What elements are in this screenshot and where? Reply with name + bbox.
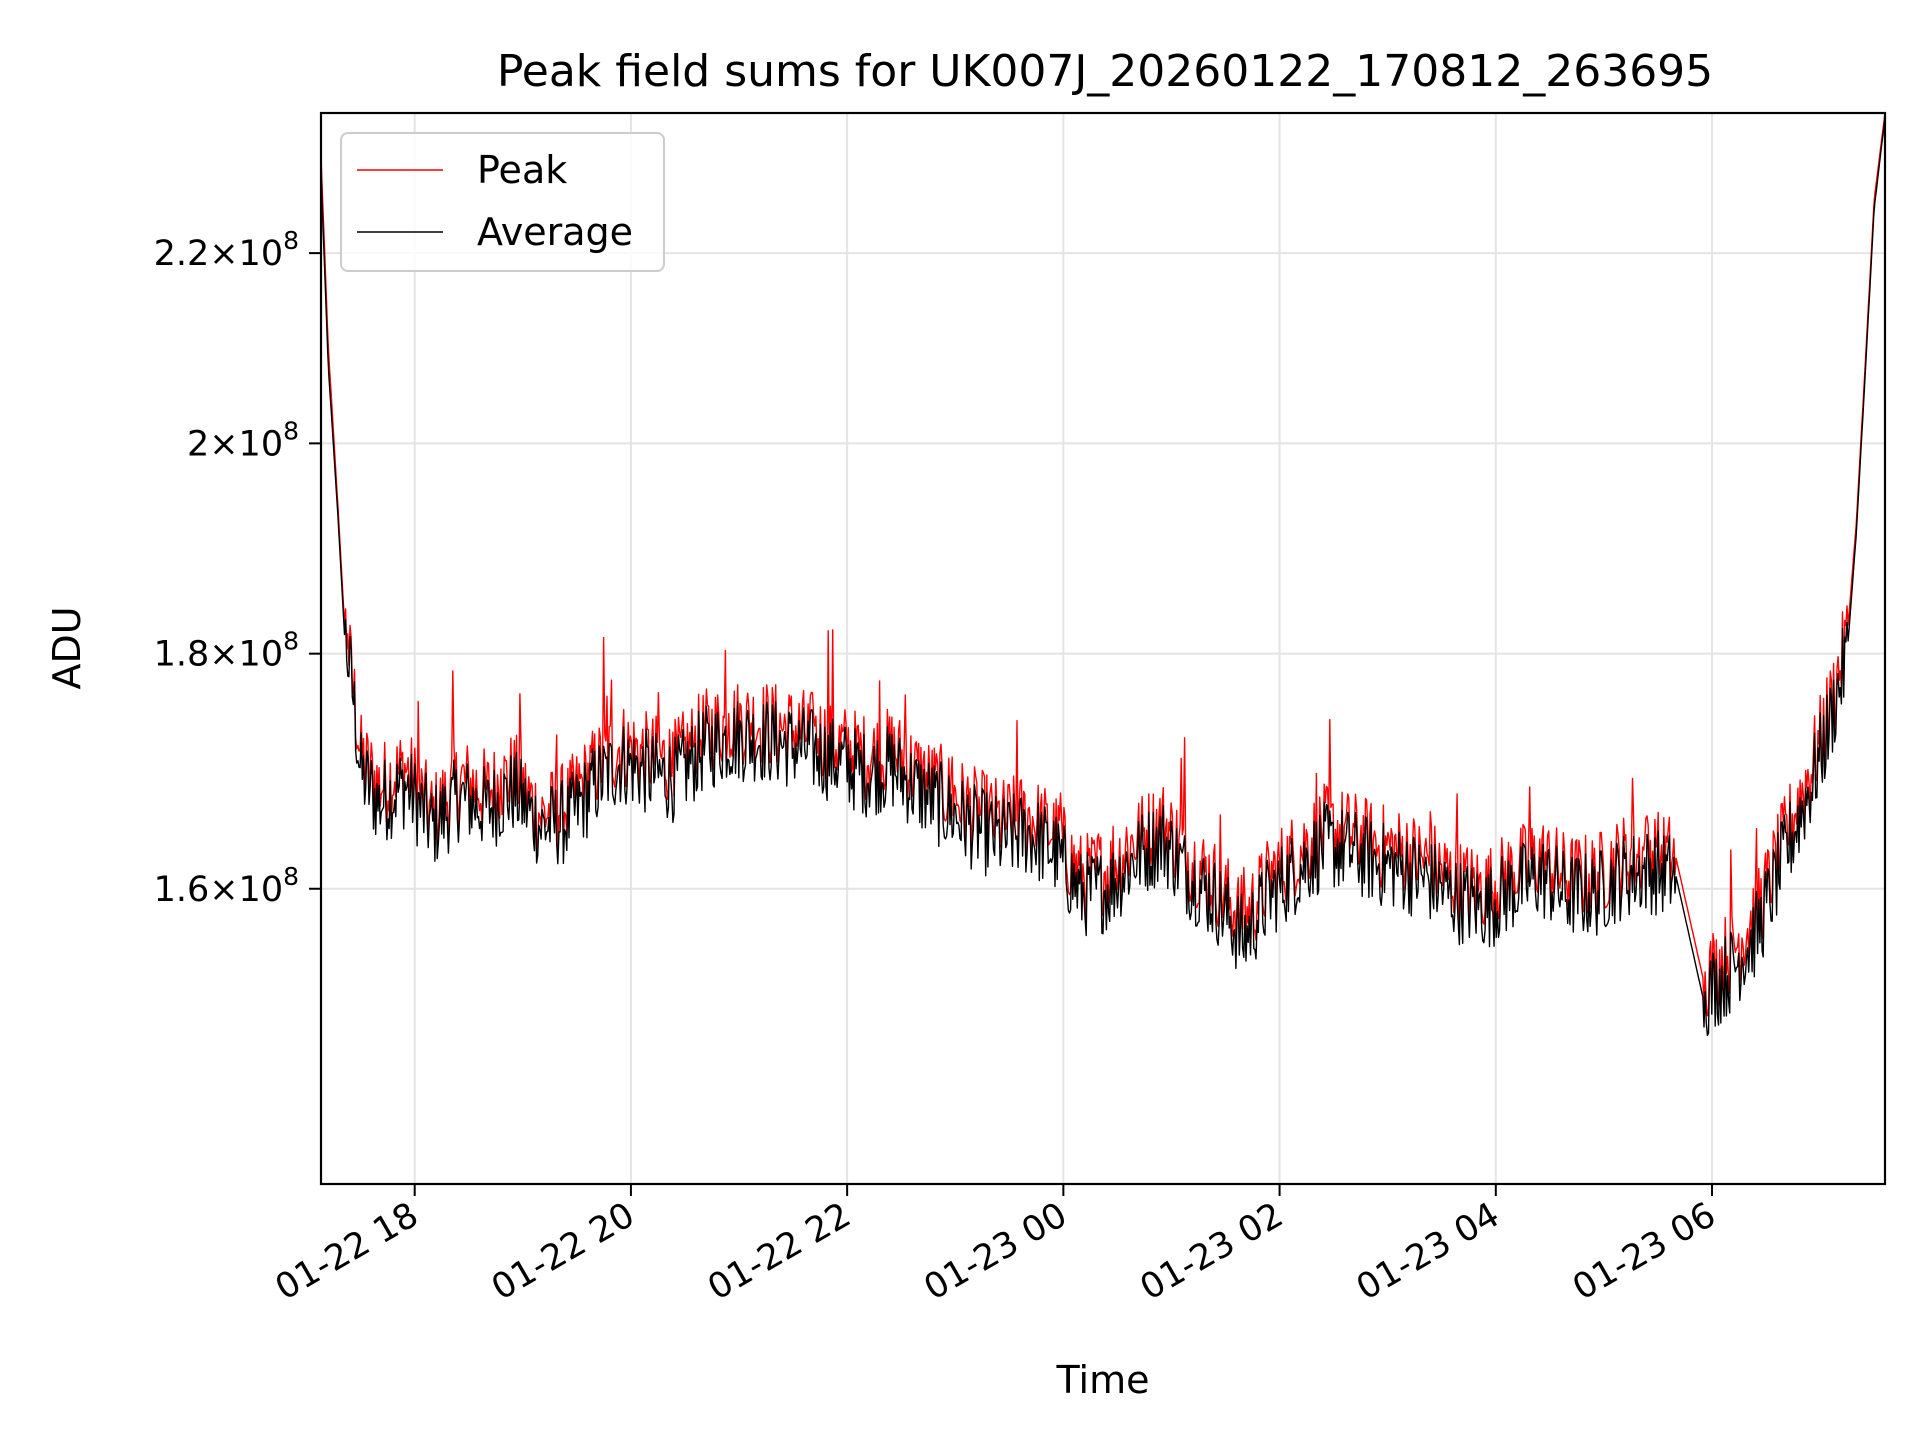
plot-frame [319, 111, 1887, 1186]
x-axis-label: Time [1056, 1358, 1150, 1402]
series-layer [321, 113, 1885, 1037]
legend-label-peak: Peak [477, 148, 567, 192]
y-tick-label-3: 2.2×108 [154, 226, 299, 274]
legend: Peak Average [340, 132, 665, 272]
y-tick-label-1: 1.8×108 [154, 627, 299, 675]
y-ticks: 1.6×108 1.8×108 2×108 2.2×108 [154, 226, 321, 910]
legend-label-average: Average [477, 210, 633, 254]
legend-box [340, 132, 665, 272]
y-tick-label-0: 1.6×108 [154, 862, 299, 910]
chart-title: Peak field sums for UK007J_20260122_1708… [497, 46, 1713, 97]
y-tick-label-2: 2×108 [187, 416, 299, 464]
y-axis-label: ADU [45, 606, 89, 689]
series-line-average [321, 117, 1885, 1037]
